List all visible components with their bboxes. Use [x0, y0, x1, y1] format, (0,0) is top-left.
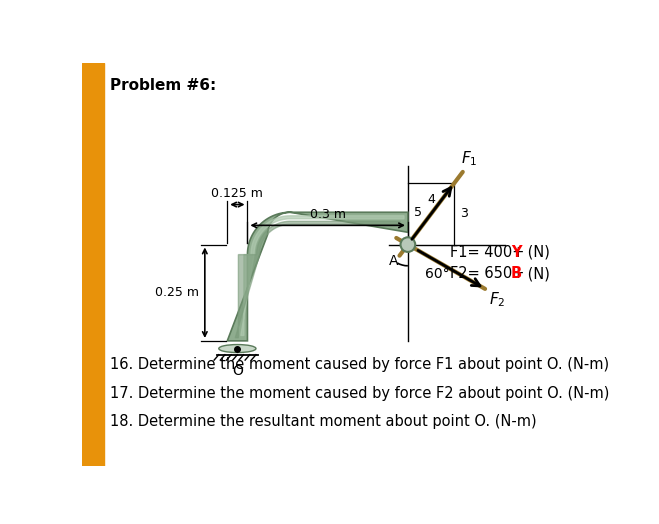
Text: F1= 400+: F1= 400+ [451, 245, 525, 260]
Text: (N): (N) [523, 266, 550, 281]
Circle shape [401, 237, 415, 252]
Text: 0.3 m: 0.3 m [310, 208, 346, 221]
Text: 17. Determine the moment caused by force F2 about point O. (N-m): 17. Determine the moment caused by force… [109, 386, 609, 400]
Polygon shape [241, 216, 404, 335]
Text: 0.25 m: 0.25 m [155, 286, 198, 299]
Text: F2= 650+: F2= 650+ [451, 266, 525, 281]
Text: $F_2$: $F_2$ [489, 290, 505, 309]
Text: Problem #6:: Problem #6: [109, 78, 215, 93]
Text: 5: 5 [414, 206, 422, 219]
Text: Y: Y [511, 245, 521, 260]
Text: 18. Determine the resultant moment about point O. (N-m): 18. Determine the resultant moment about… [109, 414, 536, 429]
Text: 0.125 m: 0.125 m [212, 187, 264, 200]
Polygon shape [227, 212, 408, 341]
Text: O: O [232, 364, 243, 378]
Ellipse shape [219, 345, 256, 353]
Polygon shape [235, 221, 400, 338]
Text: $F_1$: $F_1$ [461, 149, 477, 168]
Text: 16. Determine the moment caused by force F1 about point O. (N-m): 16. Determine the moment caused by force… [109, 357, 609, 372]
Bar [82, 63, 104, 466]
Text: 3: 3 [460, 208, 468, 220]
Text: B: B [511, 266, 522, 281]
Text: 4: 4 [427, 193, 435, 206]
Text: 60°: 60° [425, 267, 449, 281]
Text: (N): (N) [523, 245, 550, 260]
Text: A: A [388, 254, 398, 268]
